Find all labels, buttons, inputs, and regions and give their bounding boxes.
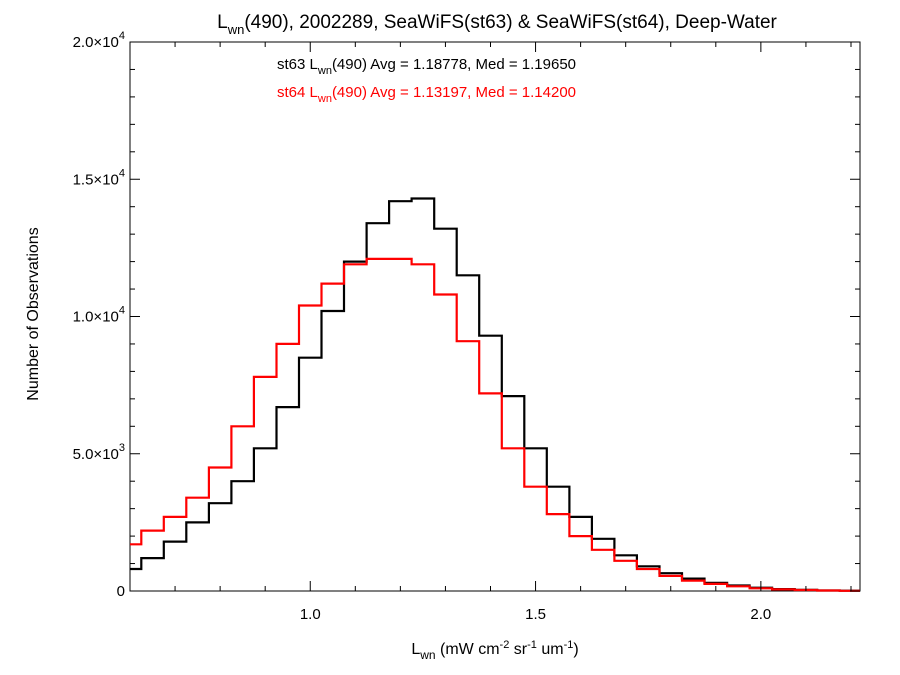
x-axis-label: Lwn (mW cm-2 sr-1 um-1) (411, 639, 578, 662)
series-stat-st64: st64 Lwn(490) Avg = 1.13197, Med = 1.142… (277, 84, 576, 105)
series-line-1 (130, 257, 860, 592)
y-axis-ticks: 0 5.0×103 1.0×104 1.5×104 2.0×104 (73, 30, 860, 600)
y-axis-label: Number of Observations (25, 227, 42, 400)
series-stat-st63: st63 Lwn(490) Avg = 1.18778, Med = 1.196… (277, 56, 576, 77)
y-tick-label: 1.0×104 (73, 305, 125, 326)
y-tick-label: 0 (117, 583, 125, 600)
x-tick-label: 2.0 (750, 606, 771, 623)
y-tick-label: 1.5×104 (73, 167, 125, 188)
y-tick-label: 5.0×103 (73, 442, 125, 463)
y-tick-label: 2.0×104 (73, 30, 125, 51)
chart-title: Lwn(490), 2002289, SeaWiFS(st63) & SeaWi… (217, 12, 777, 37)
series-line-0 (130, 197, 860, 592)
plot-area (129, 41, 861, 592)
x-tick-label: 1.5 (525, 606, 546, 623)
plot-frame (129, 41, 861, 592)
x-axis-ticks: 1.0 1.5 2.0 (174, 42, 852, 623)
x-tick-label: 1.0 (300, 606, 321, 623)
